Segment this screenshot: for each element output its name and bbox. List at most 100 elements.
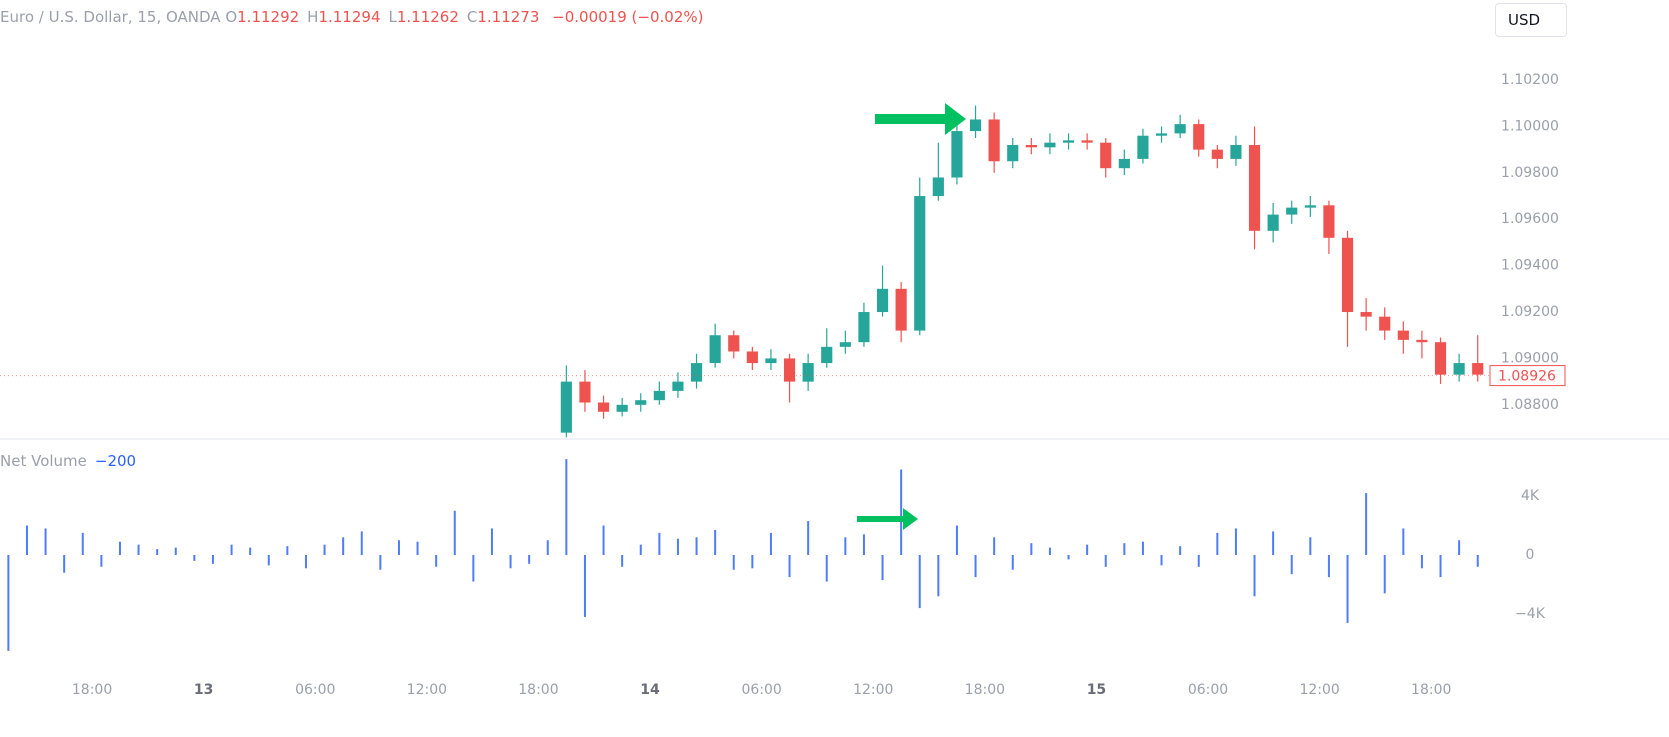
candle-body [1174, 124, 1186, 134]
candle-body [1397, 330, 1409, 340]
volume-bar [416, 541, 419, 555]
candle-body [709, 335, 721, 364]
ohlc-value: 1.11294 [318, 8, 381, 26]
volume-bar [1346, 555, 1349, 623]
volume-bar [1104, 555, 1107, 567]
volume-bar [1458, 540, 1461, 555]
volume-bar [1327, 555, 1330, 578]
volume-bar [583, 555, 586, 617]
candle-body [1341, 237, 1354, 313]
volume-bar [546, 540, 549, 555]
volume-bar [267, 555, 270, 566]
y-tick-label: 4K [1521, 488, 1540, 504]
last-price-box [1489, 365, 1566, 387]
candle-body [765, 358, 777, 364]
volume-bar [825, 555, 828, 582]
arrow [875, 103, 966, 135]
candle-body [876, 288, 889, 313]
ohlc-key: L [388, 8, 397, 26]
candle-body [1118, 158, 1130, 169]
ohlc-key: O [225, 8, 238, 26]
candle-body [579, 381, 591, 403]
x-tick-label: 12:00 [407, 682, 447, 698]
volume-bar [1086, 544, 1089, 555]
candle-body [1211, 149, 1223, 159]
volume-bar [490, 528, 493, 555]
candle-body [1007, 144, 1019, 162]
y-tick-label: 1.10000 [1501, 118, 1559, 134]
y-tick-label: 1.09200 [1501, 304, 1559, 320]
volume-bar [509, 555, 512, 569]
symbol-legend: Euro / U.S. Dollar, 15, OANDA O1.11292 H1… [0, 8, 711, 26]
candle-body [932, 177, 944, 197]
volume-bar [1234, 528, 1237, 555]
ohlc-value: 1.11273 [477, 8, 540, 26]
volume-bar [1123, 543, 1126, 555]
volume-bar [1179, 546, 1182, 555]
volume-bar [676, 538, 679, 555]
volume-bar [621, 555, 624, 567]
volume-bar [25, 525, 28, 555]
candle-body [895, 288, 907, 331]
volume-bar [304, 555, 307, 569]
volume-bar [732, 555, 735, 570]
volume-bar [1197, 555, 1200, 567]
volume-bar [974, 555, 977, 578]
volume-bar [156, 549, 159, 555]
ohlc-key: C [466, 8, 478, 26]
symbol-title: Euro / U.S. Dollar, 15, OANDA [0, 8, 221, 26]
ohlc-value: 1.11292 [237, 8, 300, 26]
volume-bar [435, 555, 438, 567]
candle-body [969, 119, 982, 132]
x-tick-label: 12:00 [853, 682, 893, 698]
candle-body [1360, 312, 1372, 317]
x-tick-label: 06:00 [1188, 682, 1228, 698]
volume-bar [769, 532, 772, 555]
x-tick-label: 13 [194, 682, 213, 698]
y-tick-label: 1.08800 [1501, 397, 1559, 413]
x-tick-label: 15 [1087, 682, 1106, 698]
volume-bar [453, 510, 456, 555]
x-tick-label: 18:00 [518, 682, 558, 698]
candle-body [1286, 207, 1298, 215]
volume-bar [602, 525, 605, 555]
currency-button[interactable]: USD [1495, 3, 1567, 37]
volume-bar [360, 531, 363, 555]
candle-body [560, 381, 572, 433]
volume-bar [211, 555, 214, 564]
volume-bar [714, 529, 717, 555]
volume-bar [379, 555, 382, 570]
volume-bar [937, 555, 940, 597]
change: −0.00019 (−0.02%) [552, 8, 704, 26]
volume-bar [230, 544, 233, 555]
volume-bar [7, 555, 10, 651]
volume-bar [807, 521, 810, 555]
y-tick-label: 1.10200 [1501, 72, 1559, 88]
candle-body [951, 131, 963, 178]
marks: 1.10200 1.10000 1.09800 1.09600 1.09400 1.092… [0, 72, 1566, 698]
ohlc-value: 1.11262 [396, 8, 459, 26]
volume-bar [881, 555, 884, 581]
volume-bar [658, 532, 661, 555]
volume-bar [1141, 541, 1144, 555]
y-tick-label: −4K [1515, 606, 1546, 622]
volume-bar [286, 546, 289, 555]
volume-bar [1253, 555, 1256, 597]
volume-bar [1383, 555, 1386, 594]
volume-bar [174, 547, 177, 555]
volume-bar [1476, 555, 1479, 567]
candle-body [1267, 214, 1279, 231]
candle-body [858, 312, 870, 343]
x-tick-label: 06:00 [295, 682, 335, 698]
candle-body [1062, 140, 1075, 143]
candle-body [821, 346, 833, 364]
volume-bar [528, 555, 531, 564]
volume-bar [844, 537, 847, 555]
volume-bar [100, 555, 103, 567]
volume-bar [900, 469, 903, 555]
volume-bar [1420, 555, 1423, 569]
candle-body [1379, 316, 1391, 331]
y-tick-label: 0 [1526, 547, 1535, 563]
